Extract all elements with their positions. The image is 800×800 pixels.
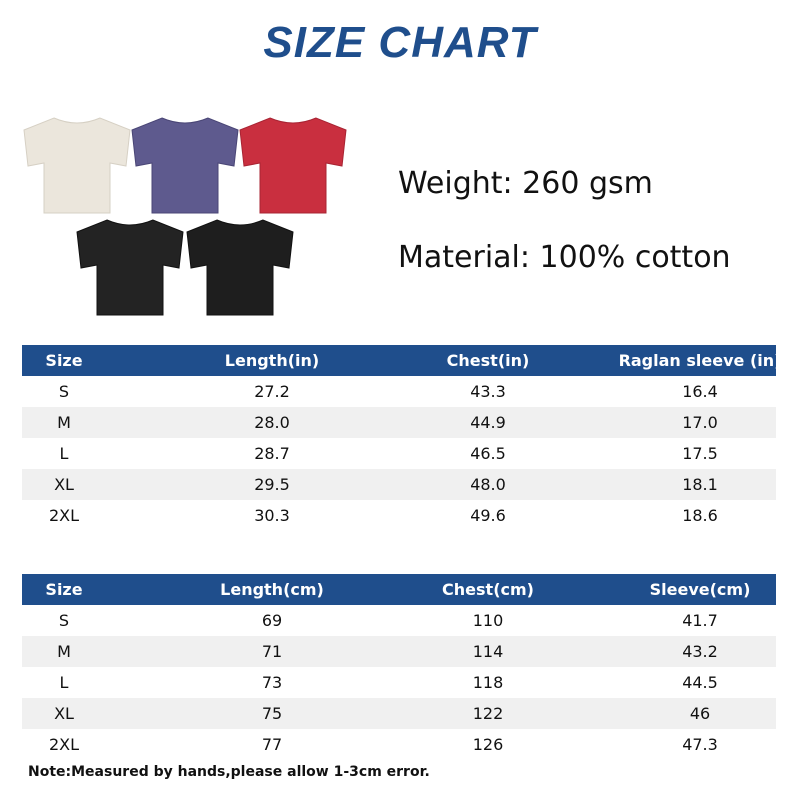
- table-cell: 73: [261, 673, 283, 692]
- table-cell: S: [58, 382, 70, 401]
- tshirt-black: [76, 219, 184, 316]
- table-cell: 47.3: [682, 735, 718, 754]
- title: SIZE CHART: [263, 18, 537, 67]
- size-table-inches: Size Length(in) Chest(in) Raglan sleeve (in…: [22, 345, 781, 531]
- column-header: Chest(in): [446, 351, 530, 370]
- table-cell: L: [59, 673, 69, 692]
- table-cell: S: [58, 611, 70, 630]
- table-cell: 30.3: [254, 506, 290, 525]
- table-row: 2XL 77 126 47.3: [22, 729, 776, 760]
- column-header: Raglan sleeve (in): [618, 351, 782, 370]
- table-cell: 43.3: [470, 382, 506, 401]
- table-row: L 73 118 44.5: [22, 667, 776, 698]
- note: Note:Measured by hands,please allow 1-3c…: [28, 764, 430, 780]
- table-cell: 17.0: [682, 413, 718, 432]
- table-cell: 2XL: [48, 506, 80, 525]
- table-row: M 28.0 44.9 17.0: [22, 407, 776, 438]
- table-row: 2XL 30.3 49.6 18.6: [22, 500, 776, 531]
- product-images: [23, 117, 347, 316]
- tshirt-black: [186, 219, 294, 316]
- table-cell: XL: [54, 704, 74, 723]
- header-row: Size Length(in) Chest(in) Raglan sleeve (in…: [22, 345, 781, 376]
- table-row: XL 75 122 46: [22, 698, 776, 729]
- table-cell: 43.2: [682, 642, 718, 661]
- table-cell: 41.7: [682, 611, 718, 630]
- table-cell: 16.4: [682, 382, 718, 401]
- weight-spec: Weight: 260 gsm: [398, 166, 653, 201]
- table-row: L 28.7 46.5 17.5: [22, 438, 776, 469]
- table-cell: 46: [689, 704, 711, 723]
- table-cell: 71: [261, 642, 283, 661]
- table-row: S 27.2 43.3 16.4: [22, 376, 776, 407]
- size-table-cm: Size Length(cm) Chest(cm) Sleeve(cm) S 69 110 4…: [22, 574, 776, 760]
- table-cell: XL: [54, 475, 74, 494]
- table-cell: 69: [261, 611, 283, 630]
- table-cell: 118: [472, 673, 504, 692]
- column-header: Sleeve(cm): [649, 580, 751, 599]
- tshirt-purple: [131, 117, 239, 214]
- table-cell: 110: [472, 611, 504, 630]
- tshirt-red: [239, 117, 347, 214]
- header-row: Size Length(cm) Chest(cm) Sleeve(cm): [22, 574, 776, 605]
- table-cell: 44.5: [682, 673, 718, 692]
- table-cell: 44.9: [470, 413, 506, 432]
- table-cell: 28.7: [254, 444, 290, 463]
- table-cell: 18.1: [682, 475, 718, 494]
- table-cell: 17.5: [682, 444, 718, 463]
- table-cell: 27.2: [254, 382, 290, 401]
- table-cell: 122: [472, 704, 504, 723]
- table-cell: 114: [472, 642, 504, 661]
- table-cell: L: [59, 444, 69, 463]
- table-cell: 126: [472, 735, 504, 754]
- table-cell: 77: [261, 735, 283, 754]
- column-header: Length(cm): [220, 580, 324, 599]
- column-header: Length(in): [224, 351, 320, 370]
- table-cell: M: [57, 413, 71, 432]
- table-cell: 2XL: [48, 735, 80, 754]
- table-cell: 29.5: [254, 475, 290, 494]
- table-row: M 71 114 43.2: [22, 636, 776, 667]
- table-cell: 18.6: [682, 506, 718, 525]
- table-row: XL 29.5 48.0 18.1: [22, 469, 776, 500]
- table-cell: 49.6: [470, 506, 506, 525]
- column-header: Size: [45, 351, 83, 370]
- table-cell: 28.0: [254, 413, 290, 432]
- table-cell: 46.5: [470, 444, 506, 463]
- tshirt-cream: [23, 117, 131, 214]
- table-cell: 75: [261, 704, 283, 723]
- column-header: Chest(cm): [442, 580, 534, 599]
- material-spec: Material: 100% cotton: [398, 240, 731, 275]
- column-header: Size: [45, 580, 83, 599]
- table-cell: M: [57, 642, 71, 661]
- table-cell: 48.0: [470, 475, 506, 494]
- table-row: S 69 110 41.7: [22, 605, 776, 636]
